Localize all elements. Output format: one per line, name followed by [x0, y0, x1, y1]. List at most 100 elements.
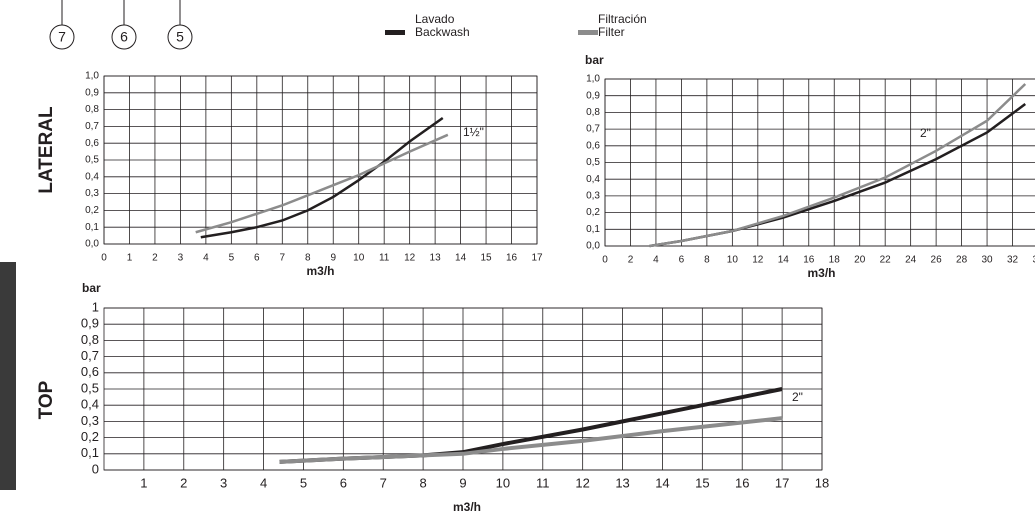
y-tick-label: 0,9 [85, 87, 99, 98]
x-tick-label: 9 [330, 253, 336, 264]
y-tick-label: 0,6 [81, 364, 99, 379]
x-tick-label: 26 [931, 255, 943, 266]
x-tick-label: 30 [981, 255, 993, 266]
x-tick-label: 5 [300, 475, 307, 490]
x-tick-label: 8 [305, 253, 311, 264]
line-series [200, 116, 444, 239]
line-series [279, 416, 783, 464]
y-tick-label: 0,5 [85, 155, 99, 166]
x-tick-label: 11 [536, 475, 550, 490]
x-tick-label: 7 [280, 253, 286, 264]
x-tick-label: 20 [854, 255, 866, 266]
x-tick-label: 17 [775, 475, 789, 490]
x-tick-label: 12 [752, 255, 764, 266]
legend-swatch [385, 30, 405, 35]
y-tick-label: 0,7 [85, 121, 99, 132]
x-tick-label: 6 [254, 253, 260, 264]
legend-label: Backwash [415, 25, 470, 39]
x-tick-label: 4 [203, 253, 209, 264]
y-tick-label: 0,1 [85, 222, 99, 233]
marker-circle [167, 24, 193, 50]
y-tick-label: 0,9 [586, 90, 600, 101]
x-tick-label: 8 [419, 475, 426, 490]
x-tick-label: 2 [152, 253, 158, 264]
x-tick-label: 7 [380, 475, 387, 490]
legend-swatch [578, 30, 598, 35]
x-tick-label: 15 [695, 475, 709, 490]
curve-annotation: 2" [920, 126, 931, 140]
legend-label: Filter [598, 25, 625, 39]
x-tick-label: 5 [229, 253, 235, 264]
x-tick-label: 3 [178, 253, 184, 264]
x-axis-label: m3/h [807, 266, 835, 280]
x-tick-label: 18 [829, 255, 841, 266]
x-tick-label: 1 [140, 475, 147, 490]
y-tick-label: 0,7 [81, 348, 99, 363]
y-tick-label: 0,9 [81, 316, 99, 331]
x-tick-label: 14 [655, 475, 669, 490]
marker-label: 5 [176, 29, 184, 45]
x-tick-label: 16 [803, 255, 815, 266]
y-tick-label: 0,2 [81, 429, 99, 444]
x-tick-label: 6 [340, 475, 347, 490]
y-tick-label: 0,4 [85, 171, 99, 182]
x-tick-label: 4 [260, 475, 267, 490]
x-tick-label: 13 [430, 253, 442, 264]
curve-annotation: 1½" [463, 125, 484, 139]
x-tick-label: 10 [727, 255, 739, 266]
x-axis-label: m3/h [453, 500, 481, 514]
y-tick-label: 0,3 [586, 191, 600, 202]
y-tick-label: 0 [92, 461, 99, 476]
x-tick-label: 10 [353, 253, 365, 264]
y-tick-label: 0,1 [81, 445, 99, 460]
y-tick-label: 0,5 [586, 157, 600, 168]
y-tick-label: 0,6 [586, 140, 600, 151]
y-tick-label: 0,8 [85, 104, 99, 115]
y-tick-label: 0,2 [85, 205, 99, 216]
x-tick-label: 28 [956, 255, 968, 266]
x-tick-label: 9 [459, 475, 466, 490]
x-tick-label: 0 [101, 253, 107, 264]
y-tick-label: 0,5 [81, 380, 99, 395]
marker-circle [49, 24, 75, 50]
x-tick-label: 6 [679, 255, 685, 266]
y-tick-label: 0,1 [586, 224, 600, 235]
y-axis-label: bar [82, 281, 101, 295]
x-tick-label: 16 [506, 253, 518, 264]
y-tick-label: 0,8 [81, 332, 99, 347]
y-tick-label: 0,7 [586, 124, 600, 135]
x-tick-label: 3 [220, 475, 227, 490]
y-tick-label: 1,0 [586, 74, 600, 85]
y-tick-label: 0,0 [85, 239, 99, 250]
y-tick-label: 0,2 [586, 207, 600, 218]
x-tick-label: 0 [602, 255, 608, 266]
marker-label: 6 [120, 29, 128, 45]
x-tick-label: 15 [480, 253, 492, 264]
marker-label: 7 [58, 29, 66, 45]
y-tick-label: 0,4 [81, 397, 99, 412]
x-tick-label: 16 [735, 475, 749, 490]
x-tick-label: 17 [531, 253, 543, 264]
marker-circle [111, 24, 137, 50]
x-tick-label: 14 [455, 253, 467, 264]
x-tick-label: 2 [628, 255, 634, 266]
photo-edge [0, 262, 16, 490]
y-tick-label: 1,0 [85, 71, 99, 82]
x-tick-label: 13 [615, 475, 629, 490]
y-tick-label: 0,8 [586, 107, 600, 118]
y-tick-label: 0,3 [81, 413, 99, 428]
section-label: TOP [36, 380, 57, 419]
x-tick-label: 32 [1007, 255, 1019, 266]
line-series [195, 133, 449, 234]
x-axis-label: m3/h [306, 264, 334, 278]
line-series [649, 83, 1027, 248]
line-series [649, 103, 1027, 248]
x-tick-label: 8 [704, 255, 710, 266]
x-tick-label: 2 [180, 475, 187, 490]
y-axis-label: bar [585, 53, 604, 67]
curve-annotation: 2" [792, 390, 803, 404]
x-tick-label: 34 [1032, 255, 1035, 266]
x-tick-label: 18 [815, 475, 829, 490]
x-tick-label: 22 [880, 255, 892, 266]
